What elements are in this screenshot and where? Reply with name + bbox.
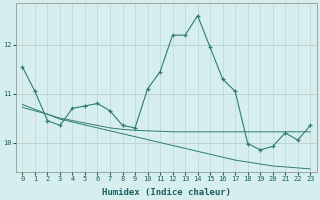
X-axis label: Humidex (Indice chaleur): Humidex (Indice chaleur) xyxy=(102,188,231,197)
